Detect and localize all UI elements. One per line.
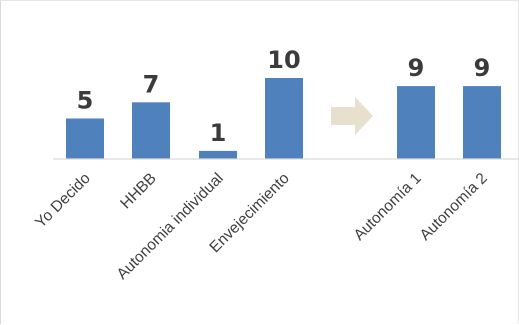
bar-5 — [397, 86, 435, 159]
data-label-4: 10 — [267, 46, 300, 74]
data-label-1: 5 — [77, 87, 94, 115]
data-label-2: 7 — [143, 70, 160, 98]
category-label-2: HHBB — [117, 170, 159, 212]
bar-6 — [463, 86, 501, 159]
arrow-icon — [331, 97, 373, 135]
data-label-6: 9 — [474, 54, 491, 82]
bar-1 — [66, 118, 104, 159]
data-label-5: 9 — [408, 54, 425, 82]
bar-4 — [265, 78, 303, 159]
category-label-6: Autonomía 2 — [417, 170, 491, 244]
bar-2 — [132, 102, 170, 159]
category-label-1: Yo Decido — [32, 170, 94, 232]
category-label-5: Autonomía 1 — [351, 170, 425, 244]
bars-group — [66, 78, 501, 159]
bar-3 — [199, 150, 237, 159]
value-labels-group: 5 7 1 10 9 9 — [77, 46, 491, 147]
data-label-3: 1 — [210, 119, 227, 147]
